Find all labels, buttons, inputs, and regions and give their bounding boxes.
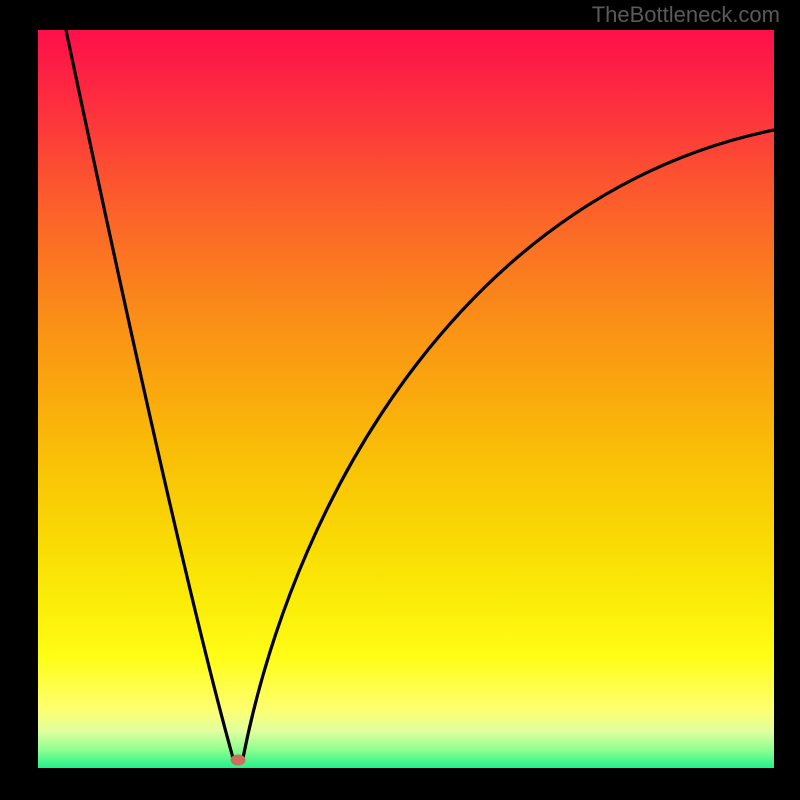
optimal-point-marker bbox=[231, 755, 246, 766]
plot-area bbox=[38, 30, 774, 768]
watermark-text: TheBottleneck.com bbox=[592, 2, 780, 28]
bottleneck-curve bbox=[38, 30, 774, 768]
